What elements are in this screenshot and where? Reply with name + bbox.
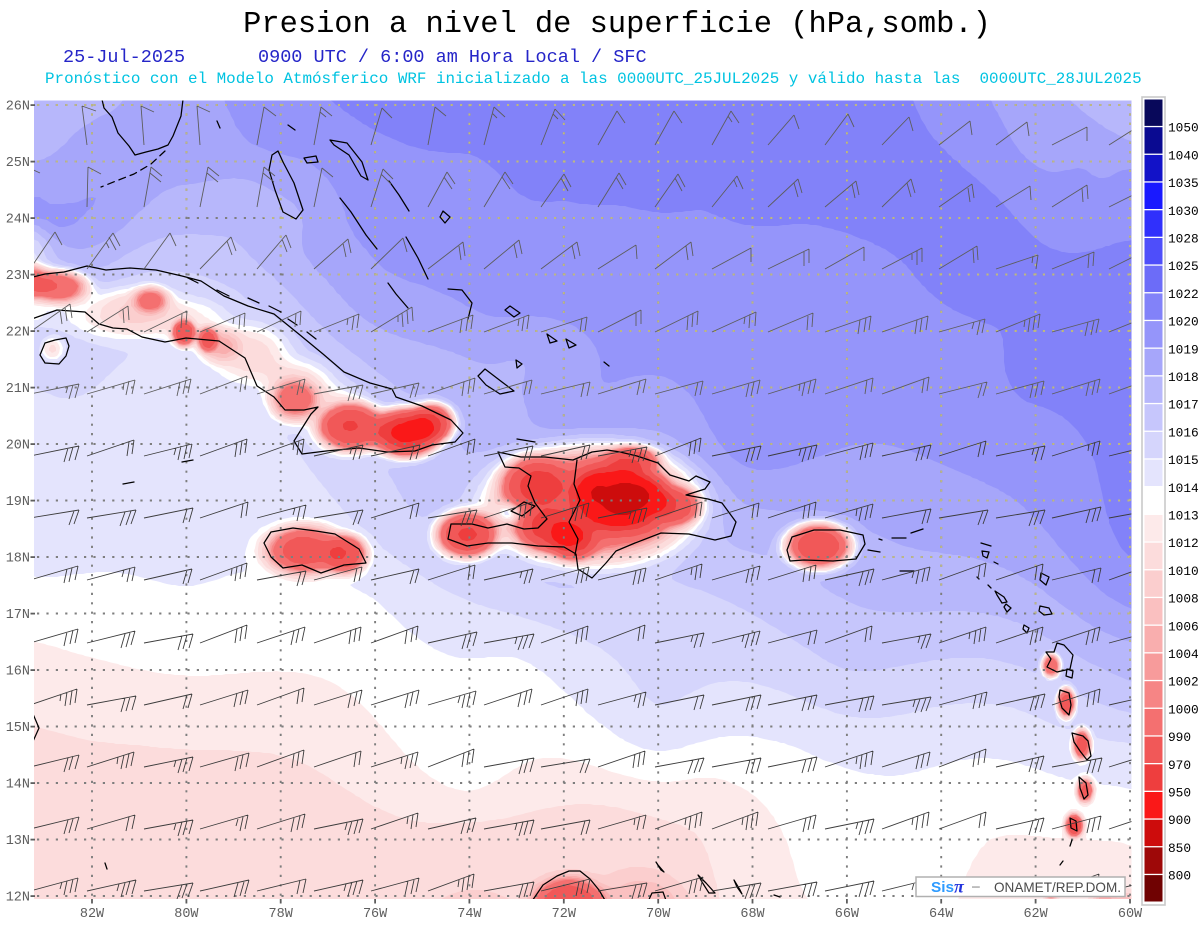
svg-text:950: 950 bbox=[1168, 786, 1191, 801]
svg-text:990: 990 bbox=[1168, 730, 1191, 745]
svg-text:1022: 1022 bbox=[1168, 287, 1199, 302]
svg-text:1012: 1012 bbox=[1168, 536, 1199, 551]
svg-text:1002: 1002 bbox=[1168, 675, 1199, 690]
svg-text:68W: 68W bbox=[740, 907, 765, 922]
svg-text:16N: 16N bbox=[6, 665, 30, 680]
svg-text:0900 UTC / 6:00 am Hora Local: 0900 UTC / 6:00 am Hora Local / SFC bbox=[258, 47, 647, 68]
svg-text:12N: 12N bbox=[6, 891, 30, 906]
svg-text:62W: 62W bbox=[1023, 907, 1048, 922]
svg-text:800: 800 bbox=[1168, 869, 1191, 884]
svg-text:Pronóstico con el Modelo Atmós: Pronóstico con el Modelo Atmósferico WRF… bbox=[45, 70, 1142, 88]
svg-text:22N: 22N bbox=[6, 326, 30, 341]
svg-text:1017: 1017 bbox=[1168, 398, 1199, 413]
svg-text:1040: 1040 bbox=[1168, 148, 1199, 163]
svg-text:1013: 1013 bbox=[1168, 509, 1199, 524]
svg-text:76W: 76W bbox=[363, 907, 388, 922]
svg-text:Presion a nivel de superficie: Presion a nivel de superficie (hPa,somb.… bbox=[243, 8, 991, 42]
svg-text:1020: 1020 bbox=[1168, 315, 1199, 330]
svg-text:1000: 1000 bbox=[1168, 702, 1199, 717]
svg-text:20N: 20N bbox=[6, 439, 30, 454]
svg-text:21N: 21N bbox=[6, 382, 30, 397]
svg-text:72W: 72W bbox=[552, 907, 577, 922]
svg-text:900: 900 bbox=[1168, 813, 1191, 828]
svg-text:1018: 1018 bbox=[1168, 370, 1199, 385]
svg-text:1006: 1006 bbox=[1168, 619, 1199, 634]
svg-text:15N: 15N bbox=[6, 721, 30, 736]
svg-text:24N: 24N bbox=[6, 213, 30, 228]
svg-text:1014: 1014 bbox=[1168, 481, 1199, 496]
svg-text:1008: 1008 bbox=[1168, 592, 1199, 607]
svg-text:1028: 1028 bbox=[1168, 232, 1199, 247]
svg-text:80W: 80W bbox=[174, 907, 199, 922]
svg-text:19N: 19N bbox=[6, 495, 30, 510]
svg-text:970: 970 bbox=[1168, 758, 1191, 773]
svg-text:74W: 74W bbox=[457, 907, 482, 922]
svg-text:25-Jul-2025: 25-Jul-2025 bbox=[63, 47, 185, 68]
svg-text:1030: 1030 bbox=[1168, 204, 1199, 219]
svg-text:1019: 1019 bbox=[1168, 342, 1199, 357]
svg-text:70W: 70W bbox=[646, 907, 671, 922]
svg-text:850: 850 bbox=[1168, 841, 1191, 856]
svg-text:13N: 13N bbox=[6, 834, 30, 849]
svg-text:1004: 1004 bbox=[1168, 647, 1199, 662]
svg-text:1035: 1035 bbox=[1168, 176, 1199, 191]
svg-text:1050: 1050 bbox=[1168, 121, 1199, 136]
svg-text:14N: 14N bbox=[6, 778, 30, 793]
svg-text:78W: 78W bbox=[269, 907, 294, 922]
svg-text:23N: 23N bbox=[6, 269, 30, 284]
svg-text:–: – bbox=[972, 878, 980, 894]
svg-text:Sis: Sis bbox=[931, 879, 954, 896]
svg-text:82W: 82W bbox=[80, 907, 105, 922]
svg-text:1010: 1010 bbox=[1168, 564, 1199, 579]
svg-text:26N: 26N bbox=[6, 100, 30, 115]
svg-text:1015: 1015 bbox=[1168, 453, 1199, 468]
svg-text:64W: 64W bbox=[929, 907, 954, 922]
svg-text:π: π bbox=[954, 877, 965, 897]
svg-text:25N: 25N bbox=[6, 156, 30, 171]
svg-text:66W: 66W bbox=[835, 907, 860, 922]
svg-text:60W: 60W bbox=[1118, 907, 1143, 922]
svg-text:ONAMET/REP.DOM.: ONAMET/REP.DOM. bbox=[994, 879, 1121, 895]
svg-text:1016: 1016 bbox=[1168, 425, 1199, 440]
svg-text:18N: 18N bbox=[6, 552, 30, 567]
svg-text:1025: 1025 bbox=[1168, 259, 1199, 274]
svg-text:17N: 17N bbox=[6, 608, 30, 623]
